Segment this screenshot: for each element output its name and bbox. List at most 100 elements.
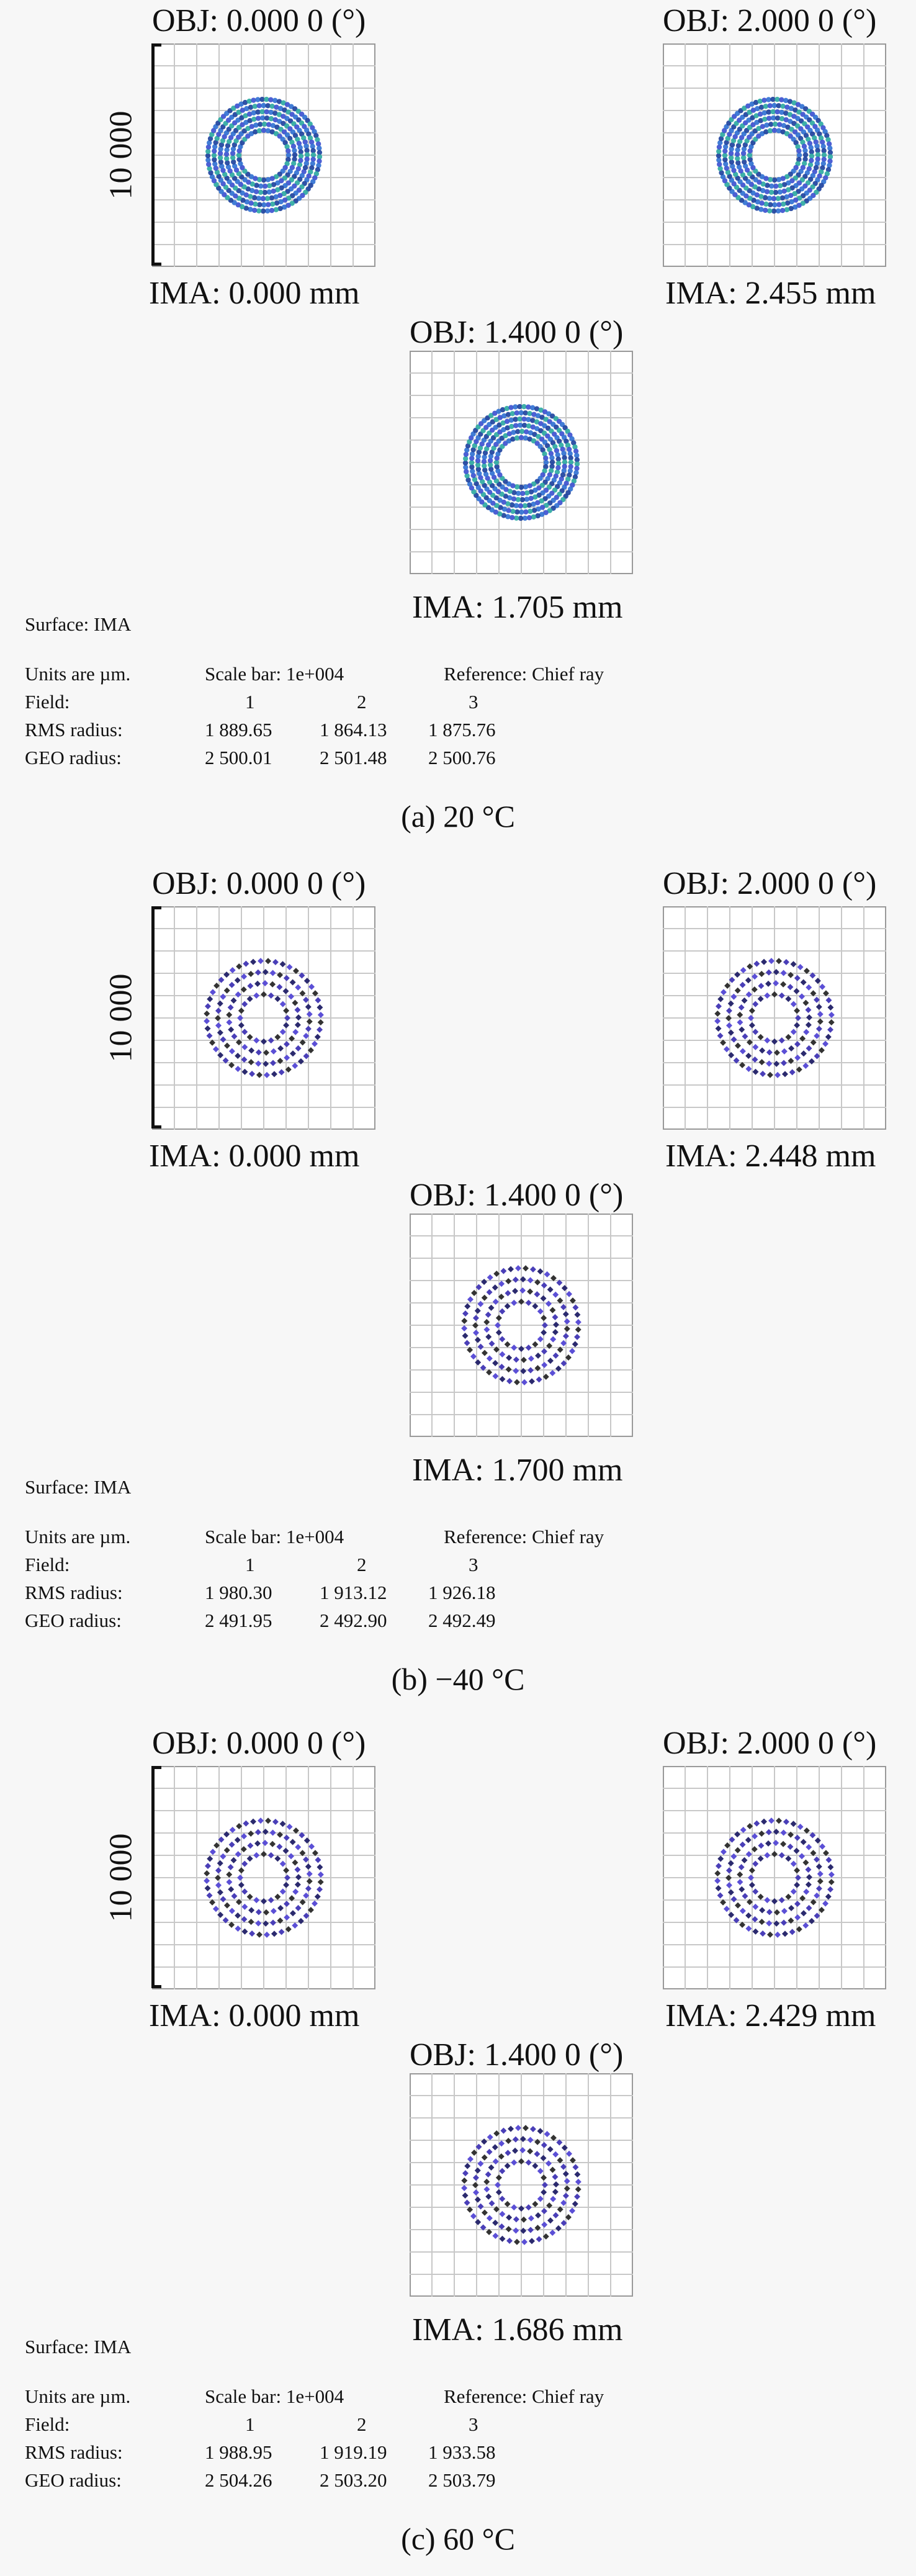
ray-spot — [295, 1874, 302, 1881]
ray-spot — [297, 1917, 304, 1924]
ray-spot — [755, 106, 760, 112]
ray-spot — [211, 178, 217, 184]
ray-spot — [212, 1906, 219, 1912]
ray-spot — [550, 1275, 557, 1282]
ray-spot — [808, 1058, 815, 1065]
ray-spot — [274, 1034, 281, 1040]
ray-spot — [554, 469, 560, 475]
ray-spot — [255, 1920, 262, 1927]
ray-spot — [265, 1817, 272, 1824]
ray-spot — [788, 205, 794, 212]
ray-spot — [560, 2163, 567, 2170]
ray-spot — [241, 1833, 248, 1840]
ray-spot — [462, 1332, 469, 1339]
spot-rays — [205, 96, 323, 214]
ray-spot — [486, 2228, 493, 2235]
ray-spot — [741, 159, 747, 165]
ray-spot — [794, 1867, 801, 1874]
ray-spot — [748, 144, 754, 150]
ray-spot — [211, 153, 217, 158]
ray-spot — [226, 1019, 233, 1025]
ray-spot — [238, 101, 244, 107]
ray-spot — [734, 151, 740, 157]
ray-spot — [803, 1029, 810, 1035]
ray-spot — [537, 2168, 544, 2174]
ray-spot — [278, 1929, 285, 1935]
ray-spot — [499, 1336, 506, 1343]
ray-spot — [271, 1071, 277, 1078]
ray-spot — [468, 435, 474, 441]
ray-spot — [209, 1899, 216, 1906]
ray-spot — [513, 2238, 520, 2245]
ray-spot — [537, 1336, 544, 1343]
ray-spot — [716, 153, 722, 159]
ray-spot — [261, 1898, 267, 1904]
ray-spot — [471, 1290, 478, 1297]
spot-plot — [663, 906, 886, 1130]
ray-spot — [264, 1931, 271, 1938]
geo-radius-label: GEO radius: — [25, 747, 122, 768]
ray-spot — [539, 505, 546, 510]
ray-spot — [748, 1022, 755, 1029]
ray-spot — [539, 415, 545, 420]
ray-spot — [207, 996, 213, 1002]
ray-spot — [236, 109, 241, 115]
rms-radius-label: RMS radius: — [25, 719, 123, 741]
ray-spot — [499, 2235, 506, 2242]
ray-spot — [257, 202, 263, 207]
ray-spot — [822, 990, 829, 997]
ray-spot — [486, 1355, 493, 1362]
ray-spot — [235, 1066, 241, 1073]
ray-spot — [233, 167, 240, 173]
ray-spot — [752, 1043, 759, 1050]
ray-spot — [771, 177, 778, 183]
ray-spot — [303, 1892, 310, 1899]
ray-spot — [740, 155, 747, 161]
ray-spot — [766, 196, 773, 201]
ray-spot — [552, 1352, 559, 1359]
ray-spot — [270, 1048, 277, 1055]
ray-spot — [562, 464, 567, 469]
ray-spot — [567, 451, 573, 457]
ray-spot — [725, 1882, 732, 1889]
ray-spot — [475, 457, 481, 464]
ray-spot — [215, 1875, 222, 1881]
ray-spot — [283, 1901, 290, 1907]
ray-spot — [732, 133, 738, 140]
ray-spot — [276, 99, 282, 104]
ray-spot — [819, 983, 826, 990]
ray-spot — [269, 201, 276, 207]
ray-spot — [568, 455, 573, 461]
ray-spot — [226, 1871, 233, 1878]
ray-spot — [218, 142, 225, 148]
ray-spot — [266, 202, 271, 207]
ray-spot — [262, 121, 267, 127]
ray-spot — [464, 447, 470, 453]
ray-spot — [228, 1026, 235, 1033]
ray-spot — [814, 1912, 820, 1919]
object-field-label: OBJ: 0.000 0 (°) — [152, 1726, 366, 1761]
ray-spot — [739, 1026, 745, 1033]
ray-spot — [230, 155, 236, 161]
ray-spot — [758, 104, 765, 110]
ray-spot — [489, 449, 495, 455]
ray-spot — [541, 2189, 547, 2195]
ray-spot — [764, 1037, 771, 1044]
ray-spot — [727, 1860, 734, 1867]
ray-spot — [519, 2136, 526, 2143]
panel-caption: (b) −40 °C — [391, 1662, 525, 1696]
ray-spot — [794, 1022, 801, 1029]
ray-spot — [561, 1285, 568, 1292]
ray-spot — [795, 102, 801, 107]
ray-spot — [223, 1831, 230, 1838]
ray-spot — [295, 1045, 302, 1052]
ray-spot — [259, 115, 266, 121]
ray-spot — [212, 157, 217, 163]
ray-spot — [773, 1920, 780, 1927]
ray-spot — [794, 1054, 801, 1061]
ray-spot — [750, 164, 756, 171]
ray-spot — [771, 102, 777, 109]
ray-spot — [262, 1829, 269, 1835]
ray-spot — [828, 1871, 835, 1878]
ray-spot — [527, 1288, 534, 1295]
